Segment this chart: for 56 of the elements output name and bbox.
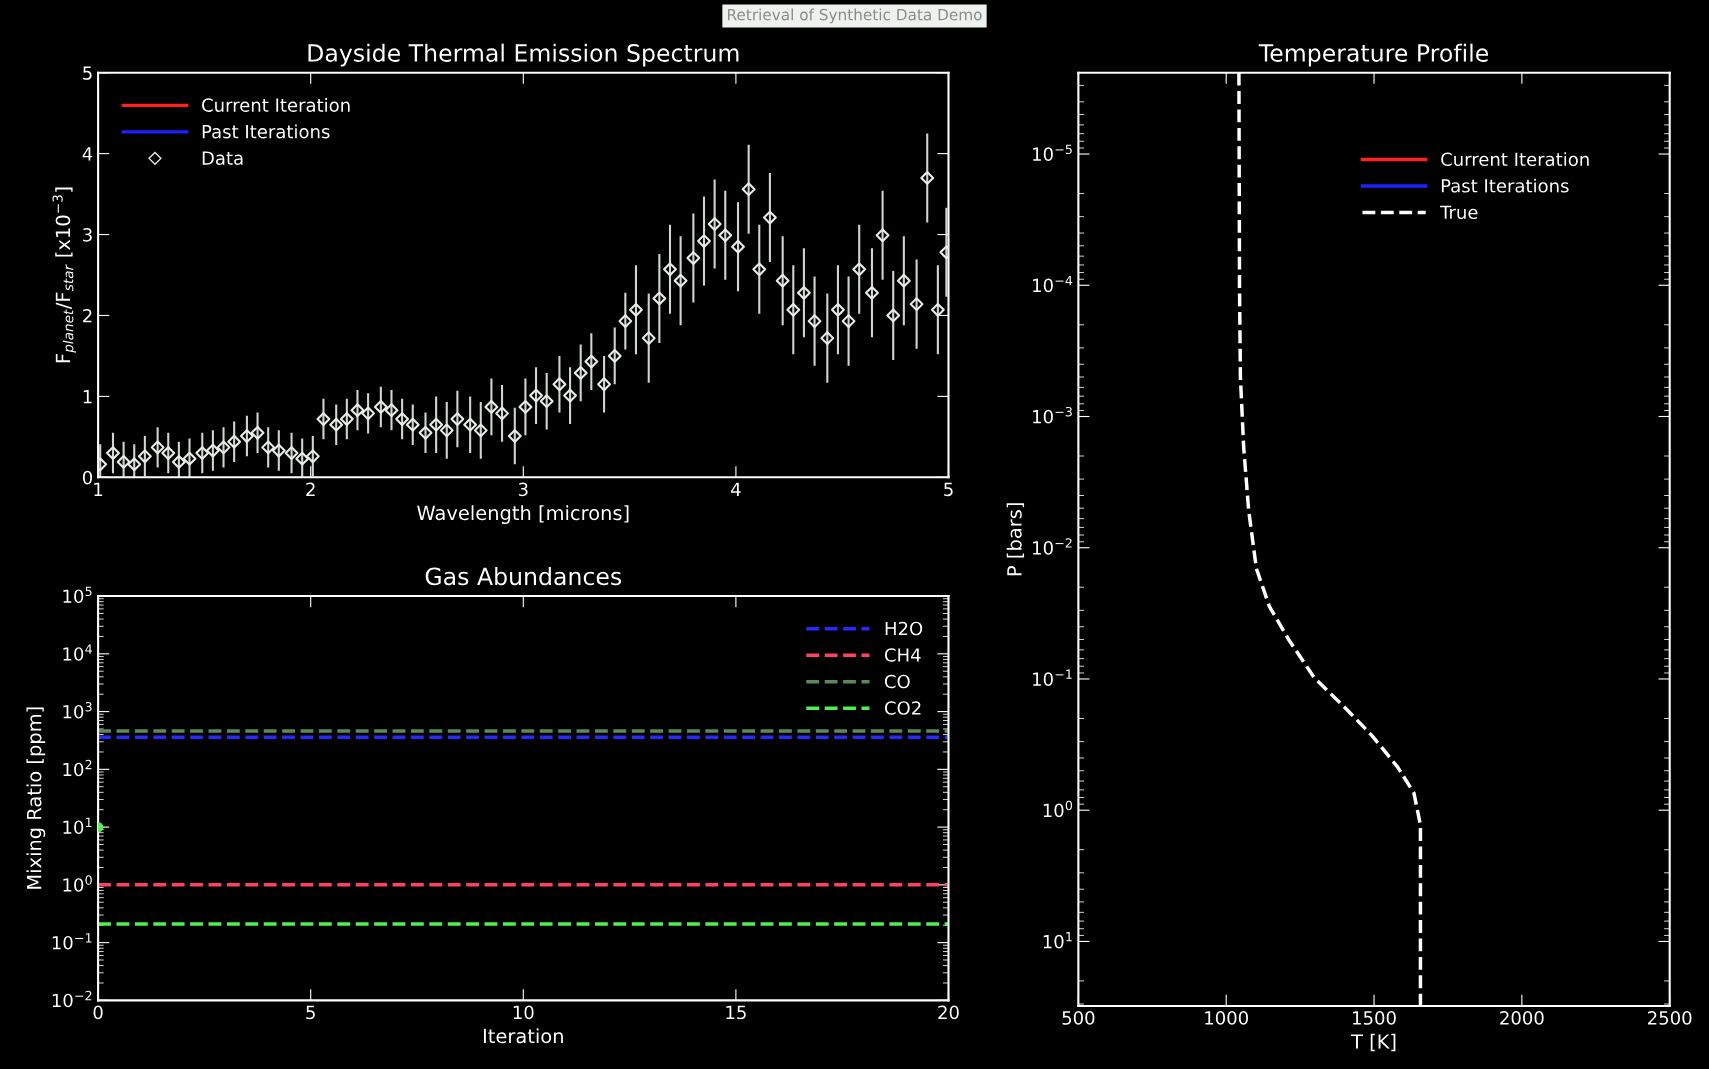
- legend-label: Current Iteration: [202, 97, 350, 112]
- x-tick-label: 0: [93, 1005, 103, 1020]
- y-tick-label: 10$^{−2}$: [52, 990, 92, 1008]
- y-tick-label: 10$^{3}$: [63, 702, 92, 719]
- y-tick-label: 10$^{5}$: [63, 586, 92, 604]
- x-axis-title: Iteration: [483, 1028, 563, 1044]
- chart-title: Temperature Profile: [1258, 43, 1489, 67]
- x-tick-label: 2000: [1500, 1011, 1544, 1025]
- y-tick-label: 10$^{−4}$: [1033, 275, 1073, 293]
- y-tick-label: 10$^{−2}$: [1033, 538, 1072, 555]
- chart-title: Gas Abundances: [425, 567, 622, 586]
- x-tick-label: 5: [306, 1005, 315, 1020]
- x-tick-label: 1: [94, 482, 103, 496]
- legend-label: CH4: [884, 648, 921, 662]
- y-tick-label: 2: [83, 308, 92, 323]
- y-axis-title: F$_{planet}$/F$_{star}$ [x10$^{−3}$]: [52, 187, 77, 363]
- y-tick-label: 3: [83, 228, 92, 242]
- y-axis-title: P [bars]: [1006, 503, 1025, 576]
- y-tick-label: 10$^{4}$: [63, 644, 92, 661]
- y-tick-label: 10$^{−5}$: [1033, 144, 1072, 162]
- y-tick-label: 10$^{−1}$: [52, 933, 92, 950]
- y-tick-label: 5: [83, 66, 92, 80]
- legend-label: Data: [202, 151, 243, 165]
- x-tick-label: 20: [938, 1005, 959, 1020]
- y-axis-title: Mixing Ratio [ppm]: [26, 707, 46, 889]
- x-tick-label: 500: [1062, 1011, 1095, 1025]
- legend-label: CO2: [884, 701, 921, 715]
- x-tick-label: 2: [306, 482, 315, 496]
- x-tick-label: 5: [944, 482, 953, 497]
- y-tick-label: 10$^{1}$: [1043, 932, 1072, 949]
- x-axis-title: Wavelength [microns]: [417, 505, 629, 525]
- x-tick-label: 2500: [1648, 1011, 1692, 1025]
- y-tick-label: 10$^{−1}$: [1033, 669, 1072, 686]
- chart-title: Dayside Thermal Emission Spectrum: [308, 43, 739, 67]
- y-tick-label: 10$^{−3}$: [1033, 406, 1072, 424]
- legend-label: Current Iteration: [1441, 152, 1589, 167]
- y-tick-label: 1: [83, 390, 92, 404]
- y-tick-label: 10$^{2}$: [63, 759, 92, 777]
- x-axis-title: T [K]: [1350, 1033, 1396, 1052]
- x-tick-label: 10: [513, 1005, 534, 1020]
- y-tick-label: 4: [82, 147, 93, 161]
- text: Retrieval of Synthetic Data Demo: [727, 8, 982, 24]
- legend-label: H2O: [885, 621, 923, 636]
- legend-label: Past Iterations: [1441, 178, 1569, 193]
- y-tick-label: 10$^{0}$: [1043, 800, 1073, 818]
- y-tick-label: 10$^{0}$: [63, 875, 92, 892]
- legend-label: True: [1440, 205, 1478, 220]
- y-tick-label: 0: [82, 470, 93, 485]
- legend-label: CO: [884, 674, 910, 689]
- y-tick-label: 10$^{1}$: [63, 817, 92, 835]
- x-tick-label: 1000: [1205, 1011, 1248, 1025]
- x-tick-label: 4: [731, 482, 741, 496]
- x-tick-label: 15: [726, 1005, 746, 1020]
- legend-label: Past Iterations: [202, 124, 330, 139]
- x-tick-label: 1500: [1353, 1011, 1396, 1025]
- x-tick-label: 3: [518, 482, 528, 497]
